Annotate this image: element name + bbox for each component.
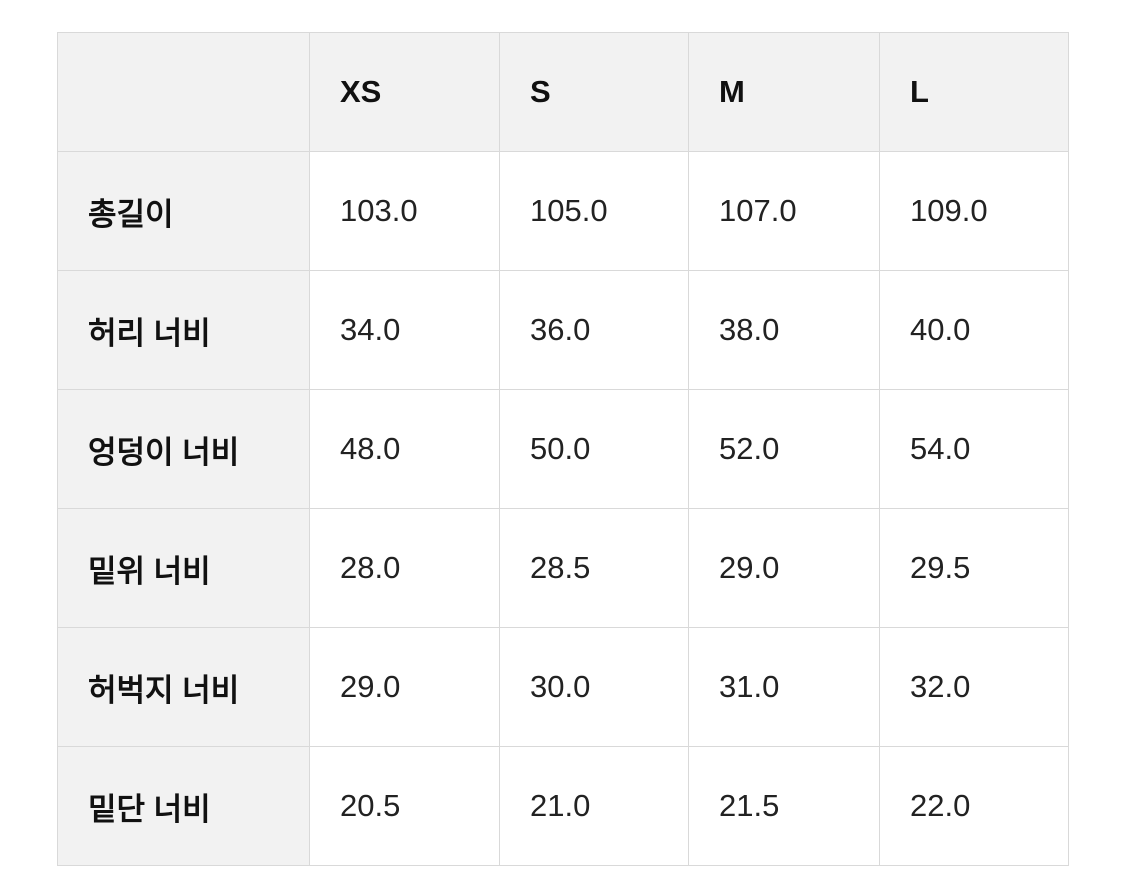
table-cell: 28.5: [499, 508, 689, 628]
size-chart-table: XS S M L 총길이 103.0 105.0 107.0 109.0 허리 너비 34.…: [57, 32, 1069, 866]
table-cell: 50.0: [499, 389, 689, 509]
table-cell: 107.0: [688, 151, 880, 271]
table-cell: 32.0: [879, 627, 1069, 747]
table-cell: 21.5: [688, 746, 880, 866]
table-cell: 22.0: [879, 746, 1069, 866]
row-label: 허리 너비: [57, 270, 310, 390]
table-cell: 29.0: [309, 627, 500, 747]
table-cell: 40.0: [879, 270, 1069, 390]
row-label: 밑위 너비: [57, 508, 310, 628]
header-row: XS S M L: [57, 32, 1069, 152]
header-corner: [57, 32, 310, 152]
header-size-xs: XS: [309, 32, 500, 152]
row-label: 총길이: [57, 151, 310, 271]
table-cell: 54.0: [879, 389, 1069, 509]
table-row: 허리 너비 34.0 36.0 38.0 40.0: [57, 270, 1069, 390]
table-cell: 30.0: [499, 627, 689, 747]
header-size-l: L: [879, 32, 1069, 152]
table-cell: 109.0: [879, 151, 1069, 271]
table-cell: 48.0: [309, 389, 500, 509]
table-row: 밑위 너비 28.0 28.5 29.0 29.5: [57, 508, 1069, 628]
table-cell: 34.0: [309, 270, 500, 390]
table-row: 허벅지 너비 29.0 30.0 31.0 32.0: [57, 627, 1069, 747]
table-cell: 105.0: [499, 151, 689, 271]
table-cell: 52.0: [688, 389, 880, 509]
table-cell: 103.0: [309, 151, 500, 271]
table-cell: 36.0: [499, 270, 689, 390]
table-row: 밑단 너비 20.5 21.0 21.5 22.0: [57, 746, 1069, 866]
row-label: 엉덩이 너비: [57, 389, 310, 509]
table-cell: 28.0: [309, 508, 500, 628]
table-cell: 31.0: [688, 627, 880, 747]
table-cell: 20.5: [309, 746, 500, 866]
table-row: 총길이 103.0 105.0 107.0 109.0: [57, 151, 1069, 271]
row-label: 밑단 너비: [57, 746, 310, 866]
header-size-m: M: [688, 32, 880, 152]
table-row: 엉덩이 너비 48.0 50.0 52.0 54.0: [57, 389, 1069, 509]
header-size-s: S: [499, 32, 689, 152]
row-label: 허벅지 너비: [57, 627, 310, 747]
table-cell: 38.0: [688, 270, 880, 390]
table-cell: 29.5: [879, 508, 1069, 628]
table-cell: 29.0: [688, 508, 880, 628]
table-cell: 21.0: [499, 746, 689, 866]
